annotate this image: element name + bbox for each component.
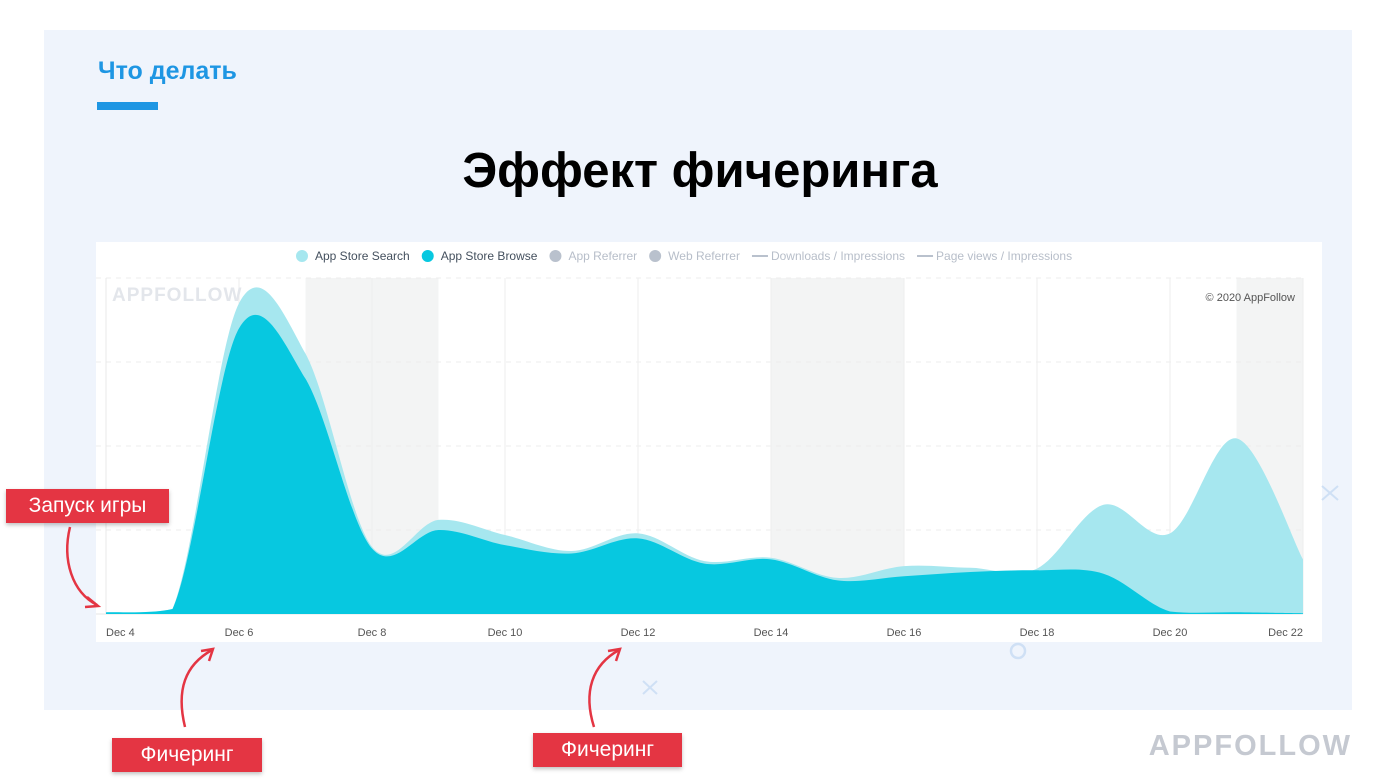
chart-copyright: © 2020 AppFollow <box>1206 292 1295 304</box>
page-title: Эффект фичеринга <box>462 144 938 198</box>
x-tick-label: Dec 6 <box>225 627 254 639</box>
legend-dot-icon <box>649 250 662 262</box>
x-tick-label: Dec 12 <box>621 627 656 639</box>
launch-callout: Запуск игры <box>6 489 169 523</box>
launch-arrowhead <box>84 596 102 609</box>
legend-dot-icon <box>421 250 434 262</box>
legend-label: Page views / Impressions <box>936 249 1072 263</box>
featuring-arrowhead-1 <box>200 647 215 662</box>
chart-card: Dec 4 Dec 6 Dec 8 Dec 10 Dec 12 Dec 14 Dec 16 D… <box>96 242 1322 642</box>
section-underline <box>97 102 158 110</box>
legend-item: Downloads / Impressions <box>751 249 905 263</box>
x-tick-label: Dec 10 <box>488 627 523 639</box>
x-tick-label: Dec 22 <box>1268 627 1303 639</box>
legend-dot-icon <box>296 250 308 262</box>
brand-logo: APPFOLLOW <box>1148 730 1352 762</box>
legend-item: App Referrer <box>549 249 637 263</box>
x-tick-label: Dec 4 <box>106 627 135 639</box>
featuring-arrow-2 <box>588 648 620 728</box>
legend-label: App Store Search <box>315 249 410 263</box>
legend-label: Web Referrer <box>668 249 740 263</box>
legend-dot-icon <box>549 250 562 262</box>
featuring-arrow-1 <box>180 648 213 728</box>
legend-item: Web Referrer <box>649 249 740 263</box>
featuring-arrowhead-2 <box>607 647 622 662</box>
x-tick-label: Dec 18 <box>1020 627 1055 639</box>
launch-arrow <box>66 526 98 607</box>
legend-label: App Store Browse <box>441 249 538 263</box>
legend-item: App Store Search <box>296 249 410 263</box>
series-area-app-store-browse <box>106 314 1303 614</box>
chart-watermark: APPFOLLOW <box>112 285 242 306</box>
legend-label: App Referrer <box>568 249 637 263</box>
legend-label: Downloads / Impressions <box>771 249 905 263</box>
x-tick-label: Dec 8 <box>358 627 387 639</box>
featuring-callout-1: Фичеринг <box>112 738 262 772</box>
decor-circle-icon <box>1009 642 1027 660</box>
decor-cross-icon <box>642 680 658 695</box>
area-chart: Dec 4 Dec 6 Dec 8 Dec 10 Dec 12 Dec 14 Dec 16 D… <box>96 249 1304 639</box>
featuring-callout-2: Фичеринг <box>533 733 682 767</box>
decor-cross-icon <box>1321 485 1339 501</box>
x-tick-label: Dec 20 <box>1153 627 1188 639</box>
x-tick-label: Dec 16 <box>887 627 922 639</box>
x-tick-label: Dec 14 <box>754 627 789 639</box>
legend-item: App Store Browse <box>421 249 538 263</box>
legend-item: Page views / Impressions <box>917 249 1072 263</box>
section-title: Что делать <box>98 57 237 85</box>
